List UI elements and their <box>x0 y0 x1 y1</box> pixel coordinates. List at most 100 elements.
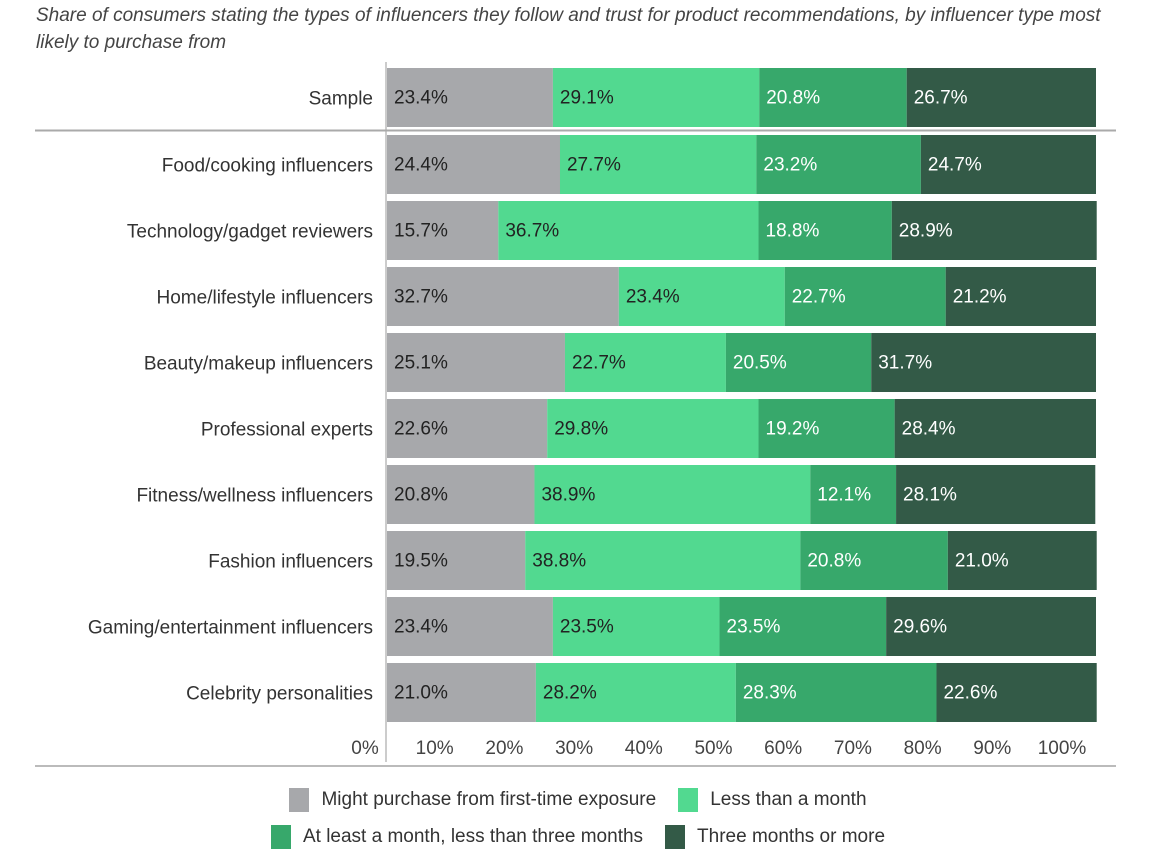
chart-title: Share of consumers stating the types of … <box>36 5 1101 53</box>
bar-segment <box>758 201 892 260</box>
data-label: 32.7% <box>394 287 448 308</box>
data-label: 15.7% <box>394 221 448 242</box>
category-label: Celebrity personalities <box>186 684 373 705</box>
legend-item-less-than-month: Less than a month <box>678 788 867 812</box>
data-label: 38.8% <box>532 551 586 572</box>
data-label: 21.0% <box>955 551 1009 572</box>
x-tick-label: 100% <box>1038 738 1087 759</box>
data-label: 22.6% <box>943 683 997 704</box>
data-label: 28.3% <box>743 683 797 704</box>
bar-segment <box>936 663 1097 722</box>
data-label: 23.4% <box>394 617 448 638</box>
legend-row-2: At least a month, less than three months… <box>0 825 1156 849</box>
data-label: 25.1% <box>394 353 448 374</box>
bar-segment <box>800 531 948 590</box>
bar-segment <box>758 399 895 458</box>
category-label: Sample <box>309 89 373 110</box>
bar-segment <box>759 68 907 127</box>
legend-item-three-months-plus: Three months or more <box>665 825 885 849</box>
data-label: 20.5% <box>733 353 787 374</box>
bar-segment <box>725 333 872 392</box>
x-tick-label: 70% <box>834 738 872 759</box>
data-label: 24.7% <box>928 155 982 176</box>
data-label: 22.6% <box>394 419 448 440</box>
data-label: 20.8% <box>807 551 861 572</box>
data-label: 27.7% <box>567 155 621 176</box>
bar-segment <box>387 135 560 194</box>
data-label: 23.5% <box>560 617 614 638</box>
bar-segment <box>534 465 811 524</box>
data-label: 28.1% <box>903 485 957 506</box>
bar-segment <box>891 201 1097 260</box>
data-label: 20.8% <box>766 88 820 109</box>
bar-segment <box>535 663 736 722</box>
legend-item-first-exposure: Might purchase from first-time exposure <box>289 788 656 812</box>
bar-segment <box>387 597 553 656</box>
data-label: 29.8% <box>554 419 608 440</box>
bar-segment <box>784 267 946 326</box>
legend-label: Might purchase from first-time exposure <box>321 789 657 810</box>
bar-segment <box>387 399 548 458</box>
category-label: Beauty/makeup influencers <box>144 354 373 375</box>
x-tick-label: 90% <box>973 738 1011 759</box>
data-label: 22.7% <box>572 353 626 374</box>
category-label: Technology/gadget reviewers <box>127 222 373 243</box>
bar-segment <box>525 531 801 590</box>
x-tick-label: 10% <box>416 738 454 759</box>
bar-segment <box>735 663 937 722</box>
legend-row-1: Might purchase from first-time exposure … <box>0 788 1156 812</box>
data-label: 38.9% <box>541 485 595 506</box>
category-label: Gaming/entertainment influencers <box>88 618 373 639</box>
data-label: 28.9% <box>899 221 953 242</box>
x-tick-label: 80% <box>904 738 942 759</box>
bar-segment <box>894 399 1096 458</box>
bar-segment <box>547 399 759 458</box>
data-label: 22.7% <box>792 287 846 308</box>
x-tick-label: 30% <box>555 738 593 759</box>
bar-segment <box>906 68 1096 127</box>
bar-segment <box>564 333 726 392</box>
data-label: 18.8% <box>766 221 820 242</box>
x-tick-label: 0% <box>351 738 379 759</box>
bar-segment <box>719 597 887 656</box>
legend-swatch <box>678 788 699 812</box>
legend-swatch <box>270 825 291 849</box>
bar-segment <box>886 597 1096 656</box>
bar-segment <box>387 201 499 260</box>
data-label: 21.2% <box>953 287 1007 308</box>
bar-segment <box>871 333 1096 392</box>
data-label: 23.4% <box>626 287 680 308</box>
bar-segment <box>387 68 553 127</box>
bar-segment <box>498 201 759 260</box>
bar-segment <box>920 135 1096 194</box>
bar-segment <box>552 597 720 656</box>
bar-segment <box>387 531 526 590</box>
category-label: Professional experts <box>201 420 373 441</box>
data-label: 12.1% <box>817 485 871 506</box>
x-tick-label: 60% <box>764 738 802 759</box>
bar-segment <box>387 663 536 722</box>
bar-segment <box>387 333 565 392</box>
x-tick-label: 40% <box>625 738 663 759</box>
bar-segment <box>387 465 535 524</box>
category-label: Fashion influencers <box>208 552 373 573</box>
category-label: Home/lifestyle influencers <box>157 288 373 309</box>
category-label: Fitness/wellness influencers <box>136 486 373 507</box>
data-label: 23.2% <box>763 155 817 176</box>
data-label: 36.7% <box>505 221 559 242</box>
data-label: 26.7% <box>914 88 968 109</box>
data-label: 24.4% <box>394 155 448 176</box>
data-label: 29.1% <box>560 88 614 109</box>
legend-item-one-to-three-months: At least a month, less than three months <box>270 825 644 849</box>
data-label: 28.4% <box>902 419 956 440</box>
data-label: 20.8% <box>394 485 448 506</box>
data-label: 19.5% <box>394 551 448 572</box>
data-label: 23.5% <box>727 617 781 638</box>
data-label: 21.0% <box>394 683 448 704</box>
bar-segment <box>810 465 897 524</box>
bar-segment <box>947 531 1097 590</box>
data-label: 31.7% <box>878 353 932 374</box>
data-label: 29.6% <box>893 617 947 638</box>
legend-label: At least a month, less than three months <box>302 826 644 847</box>
